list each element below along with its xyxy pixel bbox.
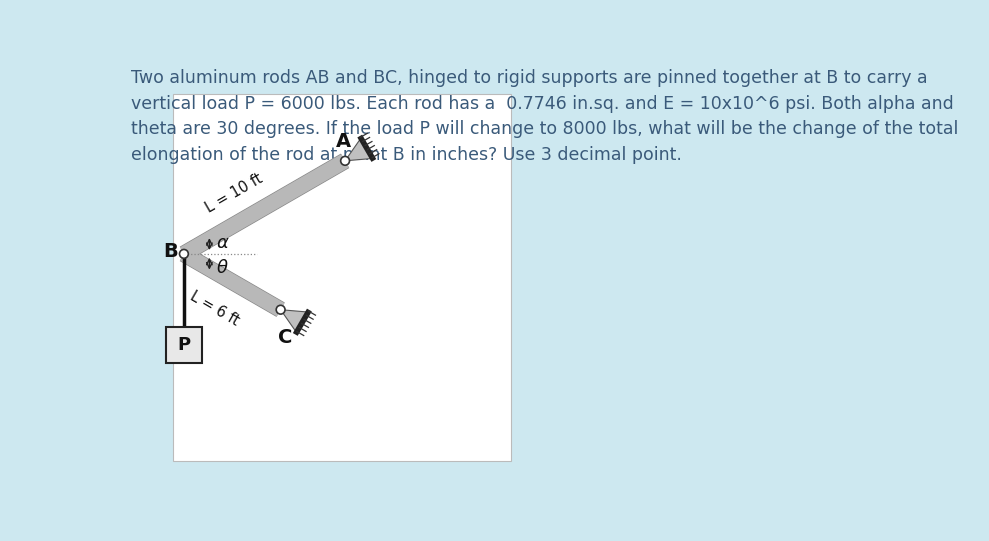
Text: B: B [163,242,178,261]
Circle shape [276,305,285,314]
Text: C: C [278,328,293,347]
Text: P: P [177,336,191,354]
Circle shape [340,156,349,165]
Text: $\alpha$: $\alpha$ [216,234,229,252]
Text: L = 6 ft: L = 6 ft [188,289,242,329]
Polygon shape [281,309,309,332]
Text: L = 10 ft: L = 10 ft [203,171,265,216]
FancyBboxPatch shape [166,327,202,362]
Text: A: A [336,132,351,151]
Polygon shape [345,138,373,161]
FancyBboxPatch shape [173,94,510,461]
Circle shape [180,249,188,258]
Text: Two aluminum rods AB and BC, hinged to rigid supports are pinned together at B t: Two aluminum rods AB and BC, hinged to r… [132,69,958,164]
Text: $\theta$: $\theta$ [216,259,228,276]
